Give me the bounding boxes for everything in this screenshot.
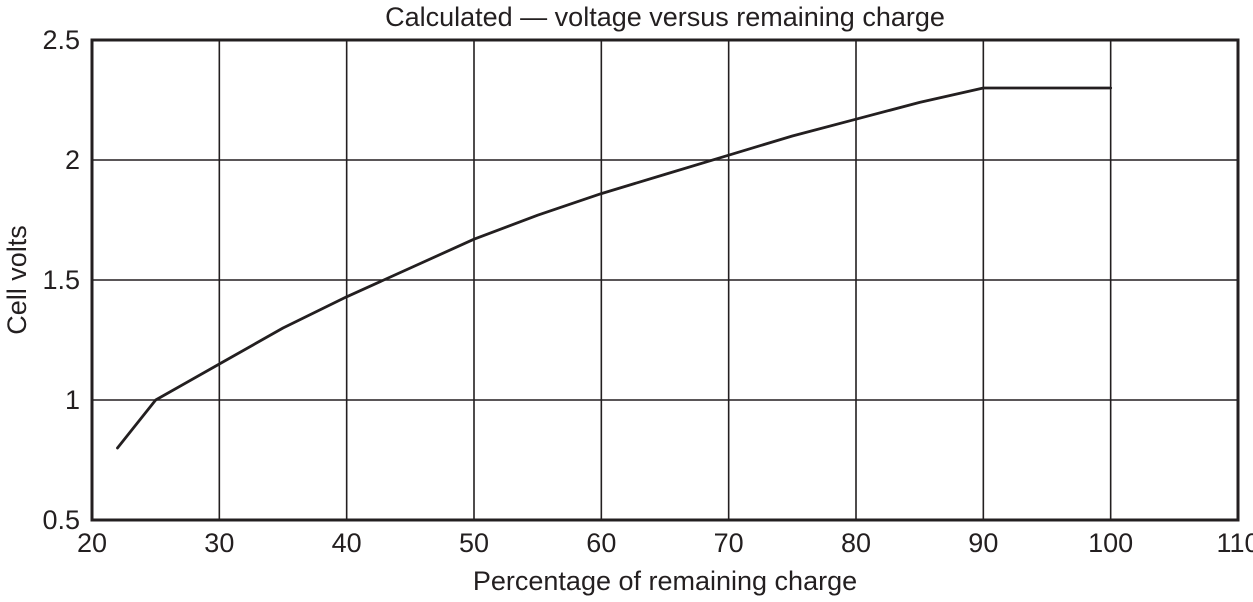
x-tick-label: 110 bbox=[1216, 528, 1253, 558]
x-tick-label: 20 bbox=[77, 528, 107, 558]
x-tick-label: 40 bbox=[332, 528, 362, 558]
y-tick-label: 1 bbox=[65, 385, 80, 415]
x-tick-label: 80 bbox=[841, 528, 871, 558]
y-tick-label: 2 bbox=[65, 145, 80, 175]
x-tick-label: 90 bbox=[968, 528, 998, 558]
y-tick-label: 0.5 bbox=[42, 505, 80, 535]
y-tick-label: 1.5 bbox=[42, 265, 80, 295]
chart-title: Calculated — voltage versus remaining ch… bbox=[385, 2, 945, 32]
chart-background bbox=[0, 0, 1253, 602]
y-tick-label: 2.5 bbox=[42, 25, 80, 55]
x-tick-label: 100 bbox=[1088, 528, 1133, 558]
x-tick-label: 30 bbox=[204, 528, 234, 558]
x-tick-label: 70 bbox=[714, 528, 744, 558]
x-tick-label: 60 bbox=[586, 528, 616, 558]
voltage-vs-charge-chart: 20 30 40 50 60 70 80 90 100 110 0.5 1 1.5 2 2.5 Calcula… bbox=[0, 0, 1253, 602]
chart-svg: 20 30 40 50 60 70 80 90 100 110 0.5 1 1.5 2 2.5 Calcula… bbox=[0, 0, 1253, 602]
x-axis-label: Percentage of remaining charge bbox=[473, 566, 857, 596]
y-axis-label: Cell volts bbox=[2, 225, 32, 335]
x-tick-label: 50 bbox=[459, 528, 489, 558]
